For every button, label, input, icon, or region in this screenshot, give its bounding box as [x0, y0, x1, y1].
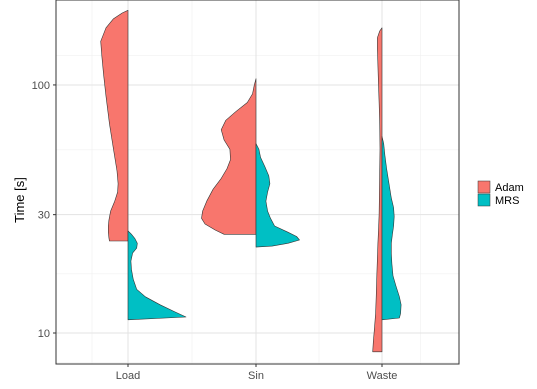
x-tick-label: Load	[116, 370, 140, 382]
violin-mrs-load	[127, 230, 187, 321]
panel-border	[55, 0, 460, 365]
legend-label-mrs: MRS	[495, 195, 519, 207]
y-axis-title: Time [s]	[12, 177, 27, 223]
violin-mrs-sin	[255, 143, 300, 248]
violin-adam-waste	[372, 27, 383, 353]
y-axis: 10 30 100	[32, 80, 56, 340]
legend-label-adam: Adam	[495, 182, 524, 194]
x-tick-label: Sin	[248, 370, 264, 382]
legend-key-mrs	[477, 193, 491, 207]
legend-key-adam	[477, 180, 491, 194]
violins	[100, 10, 402, 353]
y-tick-label: 30	[38, 210, 50, 222]
violin-adam-sin	[201, 78, 257, 235]
y-tick-label: 10	[38, 328, 50, 340]
violin-mrs-waste	[381, 136, 402, 321]
violin-adam-load	[100, 10, 129, 242]
y-tick-label: 100	[32, 80, 50, 92]
x-tick-label: Waste	[367, 370, 398, 382]
x-axis: Load Sin Waste	[116, 364, 398, 382]
